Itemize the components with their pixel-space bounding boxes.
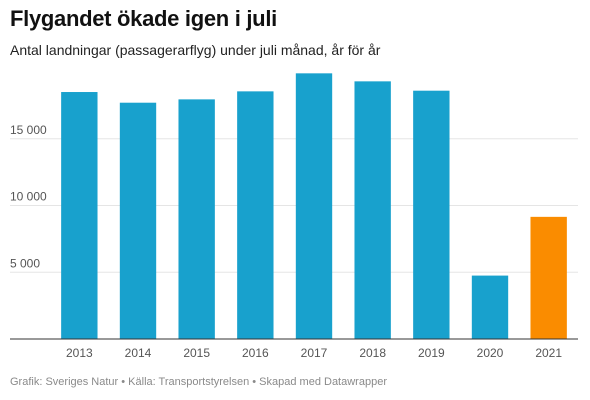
x-tick-label: 2019: [418, 346, 445, 360]
x-tick-label: 2017: [301, 346, 328, 360]
bar-2017: [295, 73, 333, 340]
bar-2013: [61, 92, 98, 340]
x-tick-label: 2018: [359, 346, 386, 360]
x-tick-label: 2020: [477, 346, 504, 360]
chart-title: Flygandet ökade igen i juli: [10, 6, 277, 31]
bar-2015: [178, 99, 215, 340]
y-tick-label: 5 000: [10, 256, 40, 270]
x-axis-ticks: 2013 2014 2015 2016 2017 2018 2019 2020 2021: [66, 346, 562, 360]
bar-2019: [413, 90, 450, 339]
y-tick-label: 15 000: [10, 123, 47, 137]
bar-2014: [119, 102, 157, 339]
grid-lines: [10, 138, 578, 273]
bar-2018: [354, 81, 391, 339]
x-tick-label: 2015: [183, 346, 210, 360]
y-axis-ticks: 5 000 10 000 15 000: [10, 123, 47, 271]
x-tick-label: 2016: [242, 346, 269, 360]
y-tick-label: 10 000: [10, 190, 47, 204]
chart-subtitle: Antal landningar (passagerarflyg) under …: [10, 42, 381, 58]
x-tick-label: 2014: [125, 346, 152, 360]
bar-2020: [471, 275, 509, 339]
bar-2016: [237, 91, 274, 339]
x-tick-label: 2021: [535, 346, 562, 360]
bars: [61, 73, 567, 340]
source-footer: Grafik: Sveriges Natur • Källa: Transpor…: [10, 376, 387, 388]
bar-2021: [530, 216, 567, 339]
x-tick-label: 2013: [66, 346, 93, 360]
